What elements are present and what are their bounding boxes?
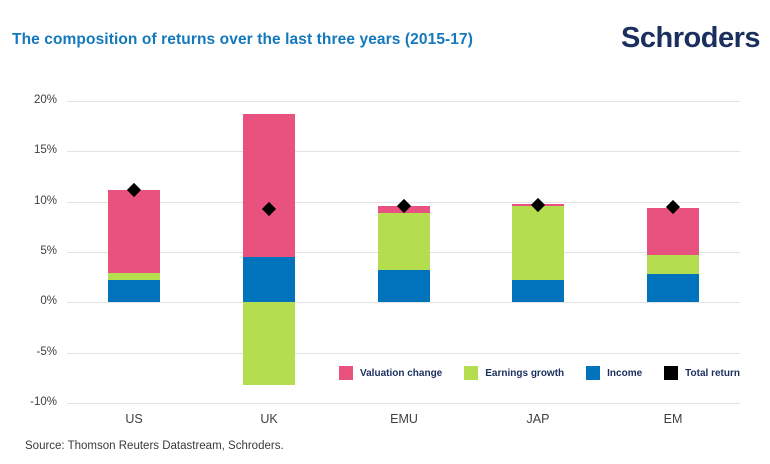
gridline bbox=[67, 151, 740, 152]
legend-label: Earnings growth bbox=[485, 367, 565, 379]
legend-item-earnings-growth: Earnings growth bbox=[464, 366, 564, 380]
bar-segment-earnings-growth bbox=[243, 302, 295, 385]
x-axis-tick-label: EMU bbox=[390, 412, 418, 426]
bar-segment-valuation-change bbox=[243, 114, 295, 257]
bar-segment-income bbox=[108, 280, 160, 302]
bar-segment-earnings-growth bbox=[108, 272, 160, 280]
source-note: Source: Thomson Reuters Datastream, Schr… bbox=[25, 440, 284, 452]
gridline bbox=[67, 101, 740, 102]
y-axis-tick-label: -5% bbox=[36, 346, 57, 358]
y-axis-tick-label: -10% bbox=[30, 396, 57, 408]
y-axis-tick-label: 10% bbox=[33, 195, 57, 207]
y-axis-tick-label: 0% bbox=[40, 295, 57, 307]
legend-swatch bbox=[586, 366, 601, 380]
schroders-logo: Schroders bbox=[621, 22, 760, 54]
legend-swatch bbox=[664, 366, 679, 380]
chart-legend: Valuation change Earnings growth Income Tot… bbox=[339, 366, 740, 380]
x-axis-tick-label: US bbox=[125, 412, 143, 426]
bar-segment-income bbox=[512, 280, 564, 302]
chart-title: The composition of returns over the last… bbox=[12, 31, 474, 48]
legend-label: Total return bbox=[685, 367, 740, 379]
legend-swatch bbox=[339, 366, 353, 380]
y-axis-tick-label: 5% bbox=[40, 245, 57, 257]
gridline bbox=[67, 403, 740, 404]
bar-segment-income bbox=[647, 274, 699, 302]
gridline bbox=[67, 302, 740, 303]
bar-segment-valuation-change bbox=[108, 190, 160, 273]
bar-segment-income bbox=[243, 257, 295, 302]
x-axis-tick-label: UK bbox=[260, 412, 278, 426]
legend-label: Income bbox=[607, 367, 643, 379]
legend-label: Valuation change bbox=[360, 367, 443, 379]
bar-segment-income bbox=[378, 270, 430, 302]
bar-segment-earnings-growth bbox=[512, 206, 564, 280]
x-axis-tick-label: JAP bbox=[526, 412, 550, 426]
bar-segment-valuation-change bbox=[647, 208, 699, 255]
y-axis-tick-label: 20% bbox=[33, 94, 57, 106]
legend-item-income: Income bbox=[586, 366, 642, 380]
bar-segment-earnings-growth bbox=[647, 255, 699, 274]
x-axis-tick-label: EM bbox=[663, 412, 683, 426]
gridline bbox=[67, 353, 740, 354]
y-axis-tick-label: 15% bbox=[33, 144, 57, 156]
legend-item-total-return: Total return bbox=[664, 366, 740, 380]
legend-swatch bbox=[464, 366, 479, 380]
legend-item-valuation-change: Valuation change bbox=[339, 366, 442, 380]
bar-segment-earnings-growth bbox=[378, 213, 430, 270]
